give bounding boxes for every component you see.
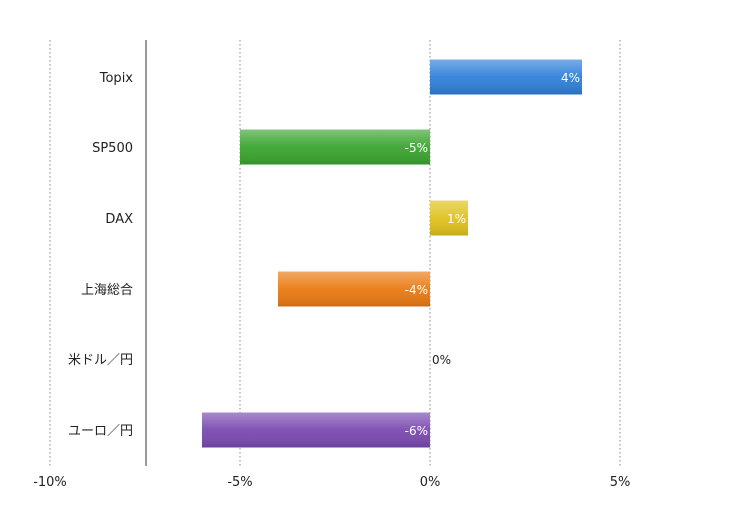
category-label: ユーロ／円 <box>68 424 133 439</box>
bar-gloss <box>202 412 430 448</box>
value-label: -4% <box>405 283 428 297</box>
bar-series <box>202 59 582 448</box>
category-label: SP500 <box>92 141 133 156</box>
bar-gloss <box>278 271 430 307</box>
bar-gloss <box>430 200 468 236</box>
category-label: DAX <box>105 212 133 227</box>
value-labels: 4% -5% 1% -4% 0% -6% <box>405 71 580 438</box>
x-tick-labels: -10%-5%0%5%10%15% <box>33 475 631 490</box>
bar-gloss <box>430 59 582 95</box>
x-tick-label: -5% <box>227 475 252 490</box>
x-tick-label: 0% <box>420 475 441 490</box>
value-label: -5% <box>405 141 428 155</box>
category-label: Topix <box>99 71 134 86</box>
bar-gloss <box>240 129 430 165</box>
value-label: 1% <box>447 212 466 226</box>
value-label: 0% <box>432 353 451 367</box>
value-label: 4% <box>561 71 580 85</box>
category-label: 上海総合 <box>81 283 133 298</box>
grid-lines <box>49 40 621 466</box>
x-tick-label: -10% <box>33 475 67 490</box>
value-label: -6% <box>405 424 428 438</box>
category-label: 米ドル／円 <box>68 353 133 368</box>
x-tick-label: 5% <box>610 475 631 490</box>
